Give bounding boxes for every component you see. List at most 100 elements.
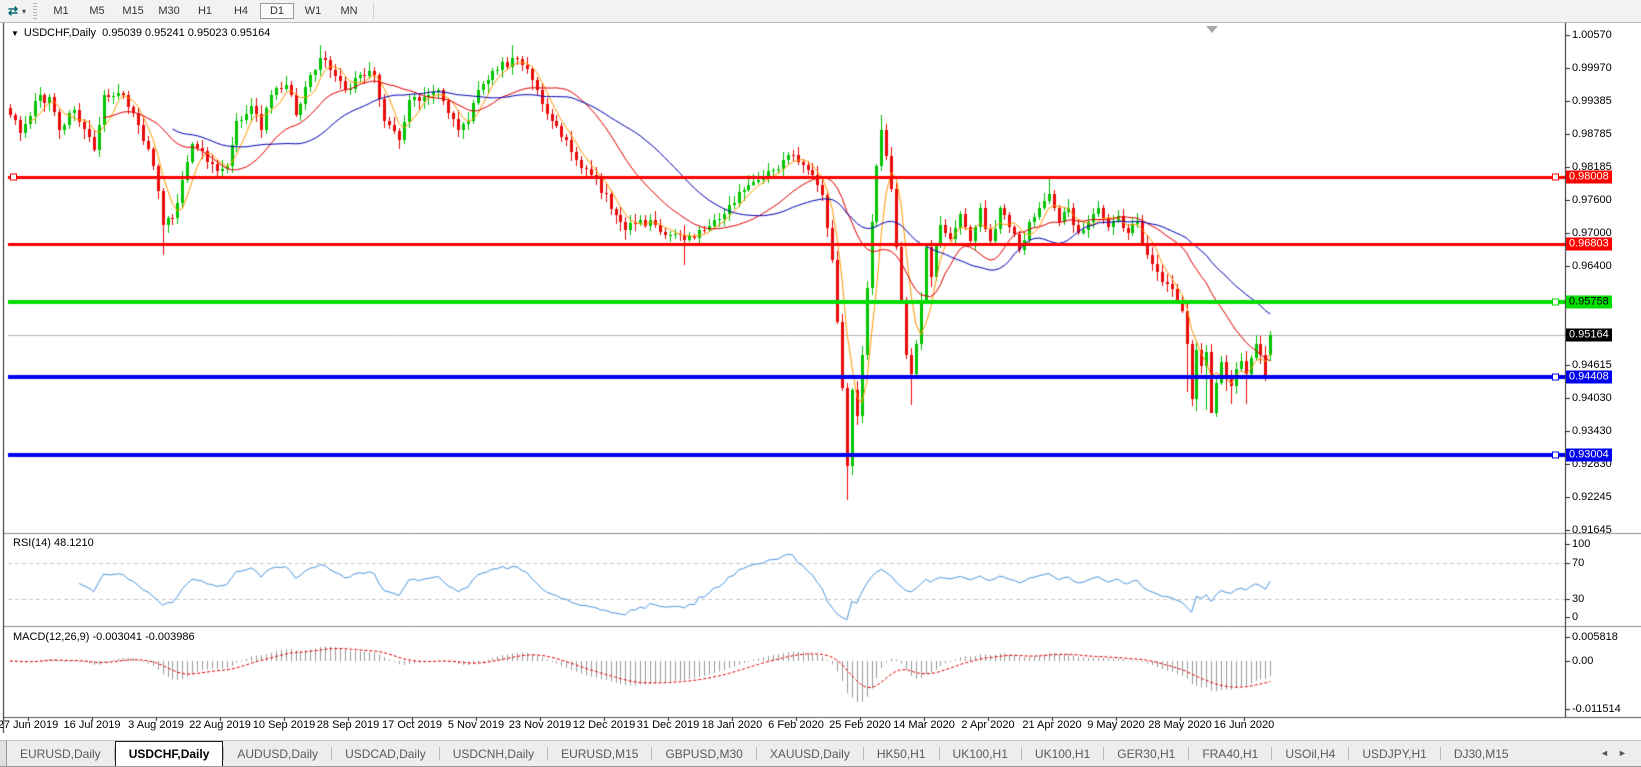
chart-window: ▼ USDCHF,Daily 0.95039 0.95241 0.95023 0.… [0,23,1641,735]
chart-plot-area[interactable] [0,23,1641,735]
price-axis-tick: 0.97000 [1572,227,1612,239]
price-level-label: 0.94408 [1566,370,1612,384]
tab-scroll-right-icon[interactable]: ► [1618,748,1627,758]
periods-toolbar-icon[interactable]: ⇄ [7,4,19,18]
chart-tab-audusd-daily[interactable]: AUDUSD,Daily [237,746,319,761]
rsi-axis-tick: 70 [1572,557,1585,569]
period-button-group: M1 M5 M15 M30 H1 H4 D1 W1 MN [43,3,367,19]
tab-divider [331,747,333,760]
price-axis-tick: 0.91645 [1572,524,1612,536]
tab-divider [1103,747,1105,760]
date-axis-label: 3 Aug 2019 [128,719,184,731]
date-axis-label: 25 Feb 2020 [829,719,891,731]
tab-scroll-left-icon[interactable]: ◄ [1600,748,1609,758]
tab-divider [862,747,864,760]
price-level-label: 0.95758 [1566,295,1612,309]
price-axis-tick: 0.92245 [1572,491,1612,503]
date-axis-label: 31 Dec 2019 [636,719,700,731]
tab-divider [938,747,940,760]
tab-divider [438,747,440,760]
level-drag-handle[interactable] [1552,451,1559,459]
rsi-axis-tick: 0 [1572,611,1579,623]
chart-tab-usdchf-daily[interactable]: USDCHF,Daily [114,741,224,766]
level-drag-handle[interactable] [10,173,17,181]
chart-tab-usdcnh-daily[interactable]: USDCNH,Daily [452,746,535,761]
period-button-m1[interactable]: M1 [53,5,69,17]
price-axis-tick: 0.96400 [1572,260,1612,272]
tab-divider [223,747,225,760]
date-axis-label: 10 Sep 2019 [252,719,316,731]
date-axis-label: 14 Mar 2020 [893,719,955,731]
level-drag-handle[interactable] [1552,373,1559,381]
date-axis-label: 28 May 2020 [1148,719,1212,731]
period-button-w1[interactable]: W1 [304,5,322,17]
date-axis-label: 22 Aug 2019 [189,719,251,731]
date-axis-label: 16 Jun 2020 [1213,719,1275,731]
date-axis-label: 2 Apr 2020 [961,719,1015,731]
price-axis-tick: 0.93430 [1572,425,1612,437]
chart-tab-gbpusd-m30[interactable]: GBPUSD,M30 [665,746,743,761]
chart-tab-bar: EURUSD,Daily USDCHF,Daily AUDUSD,Daily USDC… [0,740,1641,767]
chart-tab-ger30-h1[interactable]: GER30,H1 [1117,746,1176,761]
tab-divider [755,747,757,760]
period-button-m15[interactable]: M15 [122,5,144,17]
level-drag-handle[interactable] [1552,173,1559,181]
date-axis-label: 23 Nov 2019 [508,719,572,731]
price-level-label: 0.93004 [1566,448,1612,462]
tab-divider [113,747,115,760]
tab-divider [651,747,653,760]
chart-tab-uk100-h1[interactable]: UK100,H1 [952,746,1008,761]
chart-shift-marker-icon [1206,26,1218,33]
date-axis-label: 27 Jun 2019 [0,719,59,731]
chart-tab-usdcad-daily[interactable]: USDCAD,Daily [345,746,426,761]
rsi-indicator-label: RSI(14) 48.1210 [13,537,94,549]
toolbar-separator [373,3,375,19]
period-button-m30[interactable]: M30 [158,5,180,17]
rsi-axis-tick: 100 [1572,538,1591,550]
chevron-down-icon[interactable]: ▾ [22,6,27,16]
tab-divider [1271,747,1273,760]
price-axis-tick: 0.98185 [1572,161,1612,173]
chart-tab-uk100-h1[interactable]: UK100,H1 [1034,746,1091,761]
price-axis-tick: 0.94030 [1572,392,1612,404]
chart-tab-hk50-h1[interactable]: HK50,H1 [876,746,926,761]
chart-title-marker-icon[interactable]: ▼ [11,29,19,38]
date-axis-label: 9 May 2020 [1087,719,1145,731]
price-axis-tick: 0.99385 [1572,95,1612,107]
period-button-h4[interactable]: H4 [233,5,249,17]
period-button-m5[interactable]: M5 [89,5,105,17]
price-axis-tick: 0.97600 [1572,194,1612,206]
macd-axis-tick: 0.00 [1572,655,1594,667]
chart-tab-eurusd-daily[interactable]: EURUSD,Daily [20,746,101,761]
period-button-d1[interactable]: D1 [260,3,295,19]
chart-tab-xauusd-daily[interactable]: XAUUSD,Daily [769,746,850,761]
date-axis-label: 12 Dec 2019 [572,719,636,731]
tab-divider [1020,747,1022,760]
chart-tab-fra40-h1[interactable]: FRA40,H1 [1202,746,1259,761]
tab-divider [1348,747,1350,760]
date-axis-label: 5 Nov 2019 [447,719,505,731]
chart-tab-eurusd-m15[interactable]: EURUSD,M15 [561,746,639,761]
date-axis-label: 16 Jul 2019 [63,719,121,731]
period-button-h1[interactable]: H1 [197,5,213,17]
tab-bar-notch [0,741,7,766]
price-axis-tick: 0.99970 [1572,62,1612,74]
level-drag-handle[interactable] [1552,298,1559,306]
date-axis-label: 21 Apr 2020 [1022,719,1082,731]
tab-divider [1188,747,1190,760]
chart-symbol: USDCHF,Daily [23,27,97,39]
toolbar-grip[interactable] [33,3,38,19]
chart-title: ▼ USDCHF,Daily 0.95039 0.95241 0.95023 0.… [11,27,270,39]
tab-divider [1439,747,1441,760]
price-axis-tick: 0.98785 [1572,128,1612,140]
rsi-axis-tick: 30 [1572,593,1585,605]
date-axis-label: 17 Oct 2019 [382,719,442,731]
date-axis-label: 28 Sep 2019 [316,719,380,731]
macd-axis-tick: 0.005818 [1572,631,1618,643]
chart-tab-dj30-m15[interactable]: DJ30,M15 [1453,746,1509,761]
chart-tab-usoil-h4[interactable]: USOil,H4 [1285,746,1336,761]
price-level-label: 0.96803 [1566,237,1612,251]
chart-tab-usdjpy-h1[interactable]: USDJPY,H1 [1362,746,1427,761]
period-button-mn[interactable]: MN [340,5,358,17]
